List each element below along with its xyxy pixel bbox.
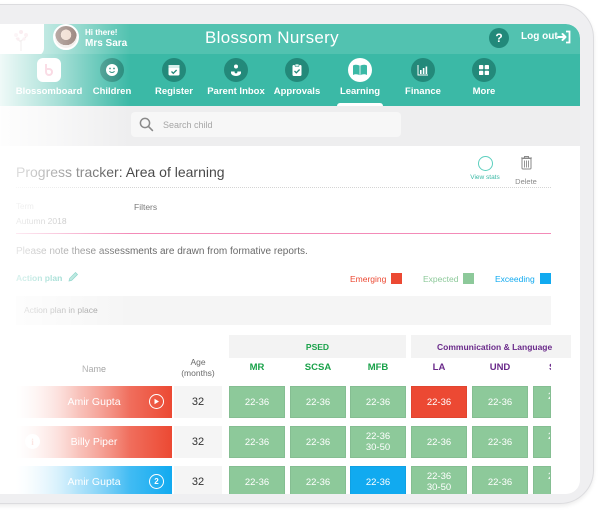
app-screen: Hi there! Mrs Sara Blossom Nursery ? Log… — [0, 24, 580, 494]
term-value[interactable]: Autumn 2018 — [16, 216, 67, 226]
avatar[interactable] — [53, 24, 79, 50]
smiley-icon — [100, 58, 124, 82]
nursery-logo — [0, 24, 44, 56]
logout-button[interactable]: Log out — [521, 31, 558, 42]
legend-exceeding: Exceeding — [495, 273, 551, 284]
nav-item-children[interactable]: Children — [77, 58, 147, 97]
child-row-name[interactable]: Amir Gupta 2 — [16, 466, 172, 494]
legend-emerging: Emerging — [350, 273, 403, 284]
emerging-swatch — [391, 273, 403, 284]
column-header-und: UND — [489, 362, 511, 373]
grid-icon — [472, 58, 496, 82]
greeting: Hi there! — [85, 28, 118, 37]
info-icon[interactable]: i — [25, 434, 40, 449]
column-header-mr: MR — [249, 362, 265, 373]
assessment-cell[interactable]: 22-36 — [350, 386, 406, 418]
parent-child-icon — [224, 58, 248, 82]
pencil-icon[interactable] — [67, 271, 79, 283]
column-header-mfb: MFB — [367, 362, 389, 373]
logout-icon[interactable] — [557, 30, 571, 44]
group-header-psed: PSED — [229, 335, 406, 358]
search-box[interactable] — [131, 112, 401, 137]
assessment-cell[interactable]: 22-36 — [229, 426, 285, 458]
book-icon — [348, 58, 372, 82]
term-label: Term — [16, 202, 34, 211]
assessment-cell[interactable]: 22-36 — [350, 466, 406, 494]
assessment-cell[interactable]: 22-36 — [229, 386, 285, 418]
app-title: Blossom Nursery — [205, 28, 339, 47]
nav-item-parent-inbox[interactable]: Parent Inbox — [201, 58, 271, 97]
nav-item-learning[interactable]: Learning — [325, 58, 395, 97]
assessment-cell[interactable]: 22-36 30-50 — [411, 466, 467, 494]
view-stats-button[interactable]: View stats — [468, 156, 502, 181]
active-tab-indicator — [337, 103, 383, 107]
column-header-s: S — [533, 362, 551, 373]
assessment-cell[interactable]: 22-36 — [290, 386, 346, 418]
number-badge-icon[interactable]: 2 — [149, 474, 164, 489]
child-age: 32 — [174, 426, 222, 458]
assessment-cell[interactable]: 22-36 30-50 — [350, 426, 406, 458]
assessment-cell[interactable]: 22-36 — [411, 426, 467, 458]
assessment-cell[interactable]: 22-36 — [472, 466, 528, 494]
assessment-cell[interactable]: 22-36 — [472, 386, 528, 418]
assessment-cell[interactable]: 22-36 — [290, 426, 346, 458]
exceeding-swatch — [539, 273, 551, 284]
divider — [16, 187, 551, 188]
filter-divider — [16, 233, 551, 234]
assessment-cell[interactable]: 22-36 — [533, 466, 551, 494]
child-row-name[interactable]: i Billy Piper — [16, 426, 172, 458]
nav-item-blossomboard[interactable]: Blossomboard — [14, 58, 84, 97]
child-age: 32 — [174, 466, 222, 494]
expected-swatch — [463, 273, 475, 284]
action-plan-field[interactable]: Action plan in place — [16, 296, 551, 325]
action-plan-label: Action plan — [16, 273, 63, 283]
assessment-cell[interactable]: 22-36 — [533, 386, 551, 418]
legend-expected: Expected — [423, 273, 475, 284]
main-nav: Blossomboard Children Register Parent In… — [0, 54, 580, 106]
name-header: Name — [81, 364, 106, 374]
page-title: Progress tracker: Area of learning — [16, 164, 225, 180]
filters-button[interactable]: Filters — [134, 202, 158, 212]
search-icon — [139, 117, 154, 132]
assessment-cell[interactable]: 22-36 — [533, 426, 551, 458]
child-row-name[interactable]: Amir Gupta — [16, 386, 172, 418]
nav-item-finance[interactable]: Finance — [388, 58, 458, 97]
column-header-la: LA — [432, 362, 446, 373]
age-header: Age (months) — [181, 357, 215, 378]
circle-icon — [477, 156, 493, 171]
blossom-logo-icon — [37, 58, 61, 82]
nav-item-approvals[interactable]: Approvals — [262, 58, 332, 97]
child-age: 32 — [174, 386, 222, 418]
search-bar — [0, 106, 580, 146]
clipboard-check-icon — [285, 58, 309, 82]
assessment-note: Please note these assessments are drawn … — [16, 246, 308, 257]
user-name: Mrs Sara — [85, 38, 128, 49]
bar-chart-icon — [411, 58, 435, 82]
calendar-check-icon — [162, 58, 186, 82]
search-input[interactable] — [163, 116, 393, 133]
tree-logo-icon — [14, 30, 28, 51]
trash-icon — [520, 156, 532, 170]
nav-item-more[interactable]: More — [449, 58, 519, 97]
assessment-cell[interactable]: 22-36 — [290, 466, 346, 494]
column-header-scsa: SCSA — [304, 362, 332, 373]
assessment-cell[interactable]: 22-36 — [229, 466, 285, 494]
assessment-cell[interactable]: 22-36 — [411, 386, 467, 418]
help-button[interactable]: ? — [489, 28, 509, 48]
assessment-cell[interactable]: 22-36 — [472, 426, 528, 458]
top-bar: Hi there! Mrs Sara Blossom Nursery ? Log… — [0, 24, 580, 54]
group-header-communication: Communication & Language — [411, 335, 571, 358]
nav-item-register[interactable]: Register — [139, 58, 209, 97]
delete-button[interactable]: Delete — [512, 155, 540, 186]
play-icon[interactable] — [149, 394, 164, 409]
